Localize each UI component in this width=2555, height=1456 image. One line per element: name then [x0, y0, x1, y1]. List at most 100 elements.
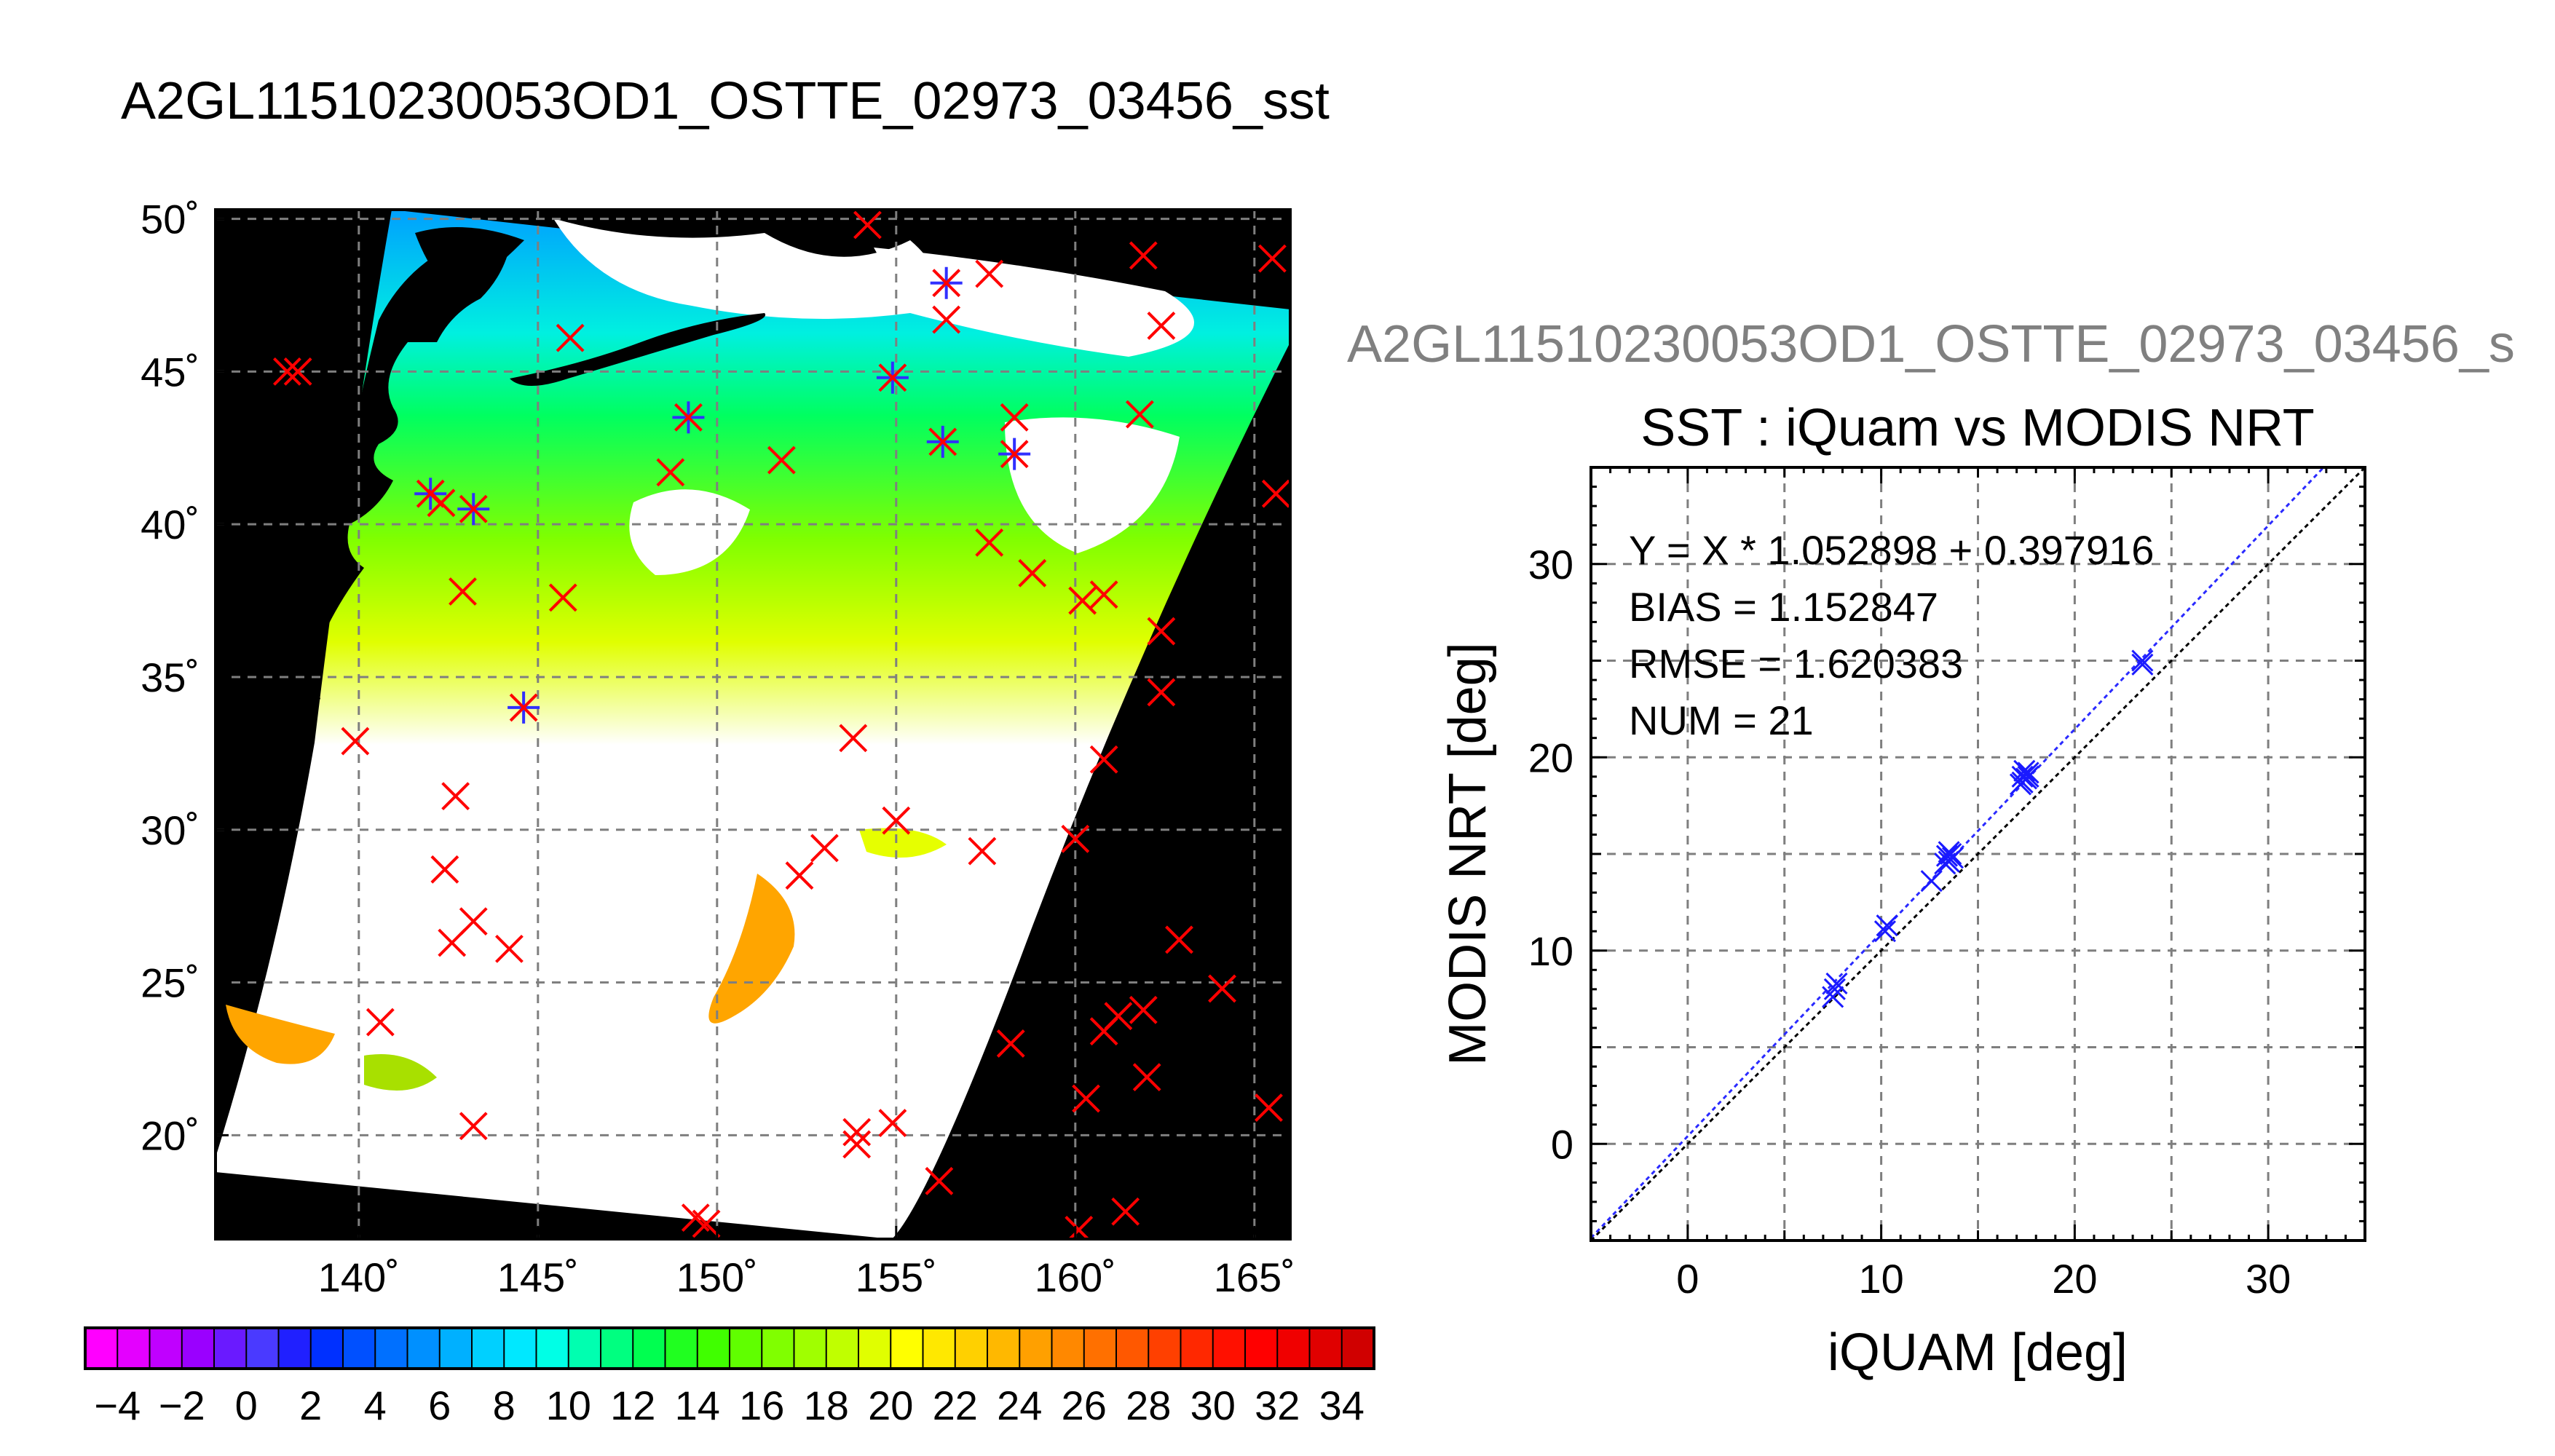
colorbar-tick-label: −2	[159, 1382, 205, 1428]
colorbar-swatch	[697, 1328, 730, 1369]
warm-patch	[226, 1005, 335, 1064]
in-situ-marker	[341, 727, 370, 756]
colorbar-swatch	[923, 1328, 956, 1369]
colorbar-tick-label: 34	[1319, 1382, 1365, 1428]
map-lon-tick-label: 140˚	[318, 1254, 400, 1300]
in-situ-marker	[842, 1130, 872, 1159]
in-situ-marker	[998, 438, 1031, 470]
in-situ-marker	[926, 425, 959, 458]
map-lon-tick-label: 150˚	[676, 1254, 758, 1300]
scatter-point	[1825, 972, 1848, 994]
in-situ-marker	[1132, 1063, 1161, 1092]
colorbar-swatch	[1116, 1328, 1149, 1369]
in-situ-marker	[1261, 479, 1290, 508]
map-lat-tick-label: 25˚	[141, 960, 200, 1006]
colorbar-tick-label: 4	[364, 1382, 387, 1428]
colorbar-swatch	[149, 1328, 183, 1369]
scatter-point	[2017, 765, 2039, 788]
in-situ-marker	[548, 583, 577, 612]
in-situ-marker	[508, 691, 540, 724]
in-situ-marker	[932, 305, 961, 334]
colorbar-swatch	[1212, 1328, 1246, 1369]
in-situ-marker	[430, 855, 459, 884]
scatter-point	[1876, 914, 1898, 937]
colorbar-swatch	[794, 1328, 827, 1369]
scatter-point	[1941, 847, 1964, 869]
in-situ-marker	[1147, 617, 1176, 646]
colorbar-swatch	[1341, 1328, 1375, 1369]
colorbar-swatch	[601, 1328, 633, 1369]
sst-map: 140˚ 145˚ 150˚ 155˚ 160˚ 165˚ 50˚ 45˚ 40˚ 35˚ 30˚ 2…	[141, 197, 1295, 1300]
colorbar-tick-label: 20	[868, 1382, 913, 1428]
warm-patch	[859, 828, 947, 858]
in-situ-marker	[1257, 244, 1287, 273]
colorbar-swatch	[762, 1328, 795, 1369]
map-lat-tick-label: 50˚	[141, 197, 200, 242]
colorbar-swatch	[891, 1328, 924, 1369]
colorbar-swatch	[1051, 1328, 1085, 1369]
colorbar-swatch	[1019, 1328, 1053, 1369]
colorbar-swatch	[407, 1328, 441, 1369]
in-situ-marker	[968, 836, 997, 866]
scatter-y-tick-label: 30	[1528, 542, 1573, 587]
identity-line	[1591, 467, 2365, 1241]
scatter-ticks: 0 10 20 30 0 10 20 30	[1528, 466, 2366, 1302]
colorbar-swatch	[1180, 1328, 1214, 1369]
in-situ-marker	[853, 210, 882, 240]
in-situ-marker	[449, 577, 477, 606]
colorbar-tick-label: 12	[610, 1382, 655, 1428]
colorbar-swatch	[343, 1328, 376, 1369]
colorbar-tick-label: 6	[428, 1382, 451, 1428]
in-situ-marker	[975, 528, 1004, 557]
scatter-annotation: NUM = 21	[1629, 697, 1814, 743]
in-situ-marker	[878, 1109, 907, 1137]
scatter-ylabel: MODIS NRT [deg]	[1439, 642, 1497, 1066]
in-situ-marker	[1089, 745, 1118, 774]
colorbar-swatch	[1309, 1328, 1343, 1369]
colorbar-swatch	[504, 1328, 537, 1369]
scatter-figure-title: A2GL11510230053OD1_OSTTE_02973_03456_s	[1347, 315, 2515, 373]
colorbar-swatch	[1148, 1328, 1182, 1369]
scatter-annotation: RMSE = 1.620383	[1629, 641, 1963, 687]
colorbar-swatch	[310, 1328, 344, 1369]
warm-patch	[708, 874, 795, 1024]
scatter-point	[1873, 920, 1897, 943]
in-situ-marker	[1111, 1197, 1140, 1226]
colorbar-tick-label: 24	[997, 1382, 1042, 1428]
colorbar-swatch	[214, 1328, 247, 1369]
colorbar: −4 −2 0 2 4 6 8 10 12 14 16 18 20 22 24 26 28 30 32 34	[84, 1326, 1375, 1428]
colorbar-swatch	[665, 1328, 698, 1369]
colorbar-swatch	[1083, 1328, 1117, 1369]
in-situ-marker	[272, 357, 301, 386]
scatter-point	[2131, 649, 2154, 672]
scatter-x-tick-label: 20	[2052, 1256, 2097, 1302]
scatter-point	[2131, 653, 2154, 676]
colorbar-swatch	[181, 1328, 215, 1369]
in-situ-marker	[996, 1029, 1025, 1058]
colorbar-swatch	[246, 1328, 280, 1369]
colorbar-swatch	[1277, 1328, 1311, 1369]
colorbar-tick-label: −4	[94, 1382, 141, 1428]
cloud-patch	[1005, 417, 1180, 553]
map-lat-tick-label: 40˚	[141, 502, 200, 547]
scatter-plot: SST : iQuam vs MODIS NRT 0 10 20 300102030 …	[1439, 399, 2366, 1382]
map-lon-tick-label: 145˚	[497, 1254, 579, 1300]
warm-patch	[364, 1054, 437, 1091]
colorbar-swatch	[85, 1328, 118, 1369]
in-situ-marker	[1147, 678, 1176, 707]
colorbar-tick-label: 32	[1255, 1382, 1300, 1428]
colorbar-tick-label: 14	[675, 1382, 720, 1428]
in-situ-marker	[1000, 403, 1029, 432]
in-situ-marker	[1089, 580, 1118, 609]
scatter-xlabel: iQUAM [deg]	[1828, 1324, 2128, 1382]
cloud-patch	[553, 218, 936, 319]
scatter-y-tick-label: 0	[1551, 1121, 1573, 1167]
colorbar-swatch	[278, 1328, 312, 1369]
in-situ-marker	[925, 1166, 954, 1195]
in-situ-marker	[459, 1112, 488, 1141]
colorbar-swatch	[568, 1328, 601, 1369]
scatter-point	[1920, 870, 1943, 893]
colorbar-tick-label: 0	[235, 1382, 258, 1428]
colorbar-tick-label: 2	[299, 1382, 322, 1428]
